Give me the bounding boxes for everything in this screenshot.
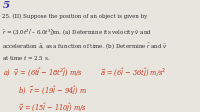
Text: acceleration $\bar{a}$, as a function of time. (b) Determine $\bar{r}$ and $\bar: acceleration $\bar{a}$, as a function of… [2, 40, 168, 50]
Text: $\bar{r}$ = (3.0$t^{2}$$\hat{i}$ – 6.0$t^{3}$$\hat{j}$)m. (a) Determine its velo: $\bar{r}$ = (3.0$t^{2}$$\hat{i}$ – 6.0$t… [2, 27, 152, 38]
Text: a)  $\vec{v}$ = (6t$\hat{i}$ − 18t$^{2}$$\hat{j}$) m/s: a) $\vec{v}$ = (6t$\hat{i}$ − 18t$^{2}$$… [3, 66, 83, 77]
Text: 5: 5 [2, 1, 10, 10]
Text: at time $t$ = 2.5 s.: at time $t$ = 2.5 s. [2, 54, 51, 62]
Text: $\vec{a}$ = (6$\hat{i}$ − 36t$\hat{j}$) m/s$^{2}$: $\vec{a}$ = (6$\hat{i}$ − 36t$\hat{j}$) … [100, 66, 166, 77]
Text: $\vec{v}$ = (15$\hat{i}$ − 110$\hat{j}$) m/s: $\vec{v}$ = (15$\hat{i}$ − 110$\hat{j}$)… [18, 101, 87, 112]
Text: b)  $\vec{r}$ = (19$\hat{i}$ − 94$\hat{j}$) m: b) $\vec{r}$ = (19$\hat{i}$ − 94$\hat{j}… [18, 83, 87, 95]
Text: 25. (II) Suppose the position of an object is given by: 25. (II) Suppose the position of an obje… [2, 13, 148, 19]
